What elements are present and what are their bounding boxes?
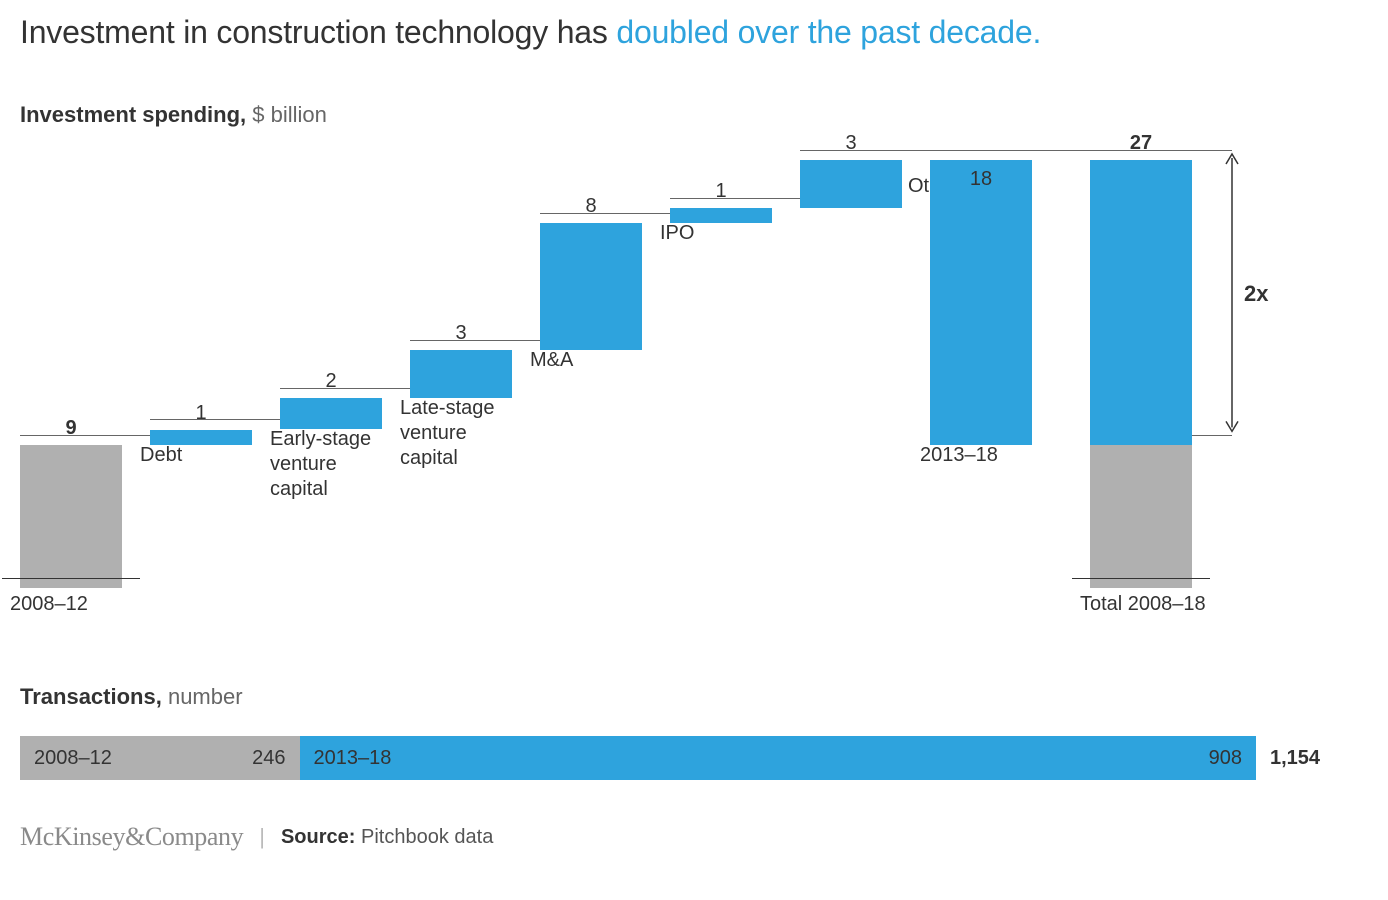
bar-value-late_vc: 3 bbox=[410, 322, 512, 345]
bar-value-ipo: 1 bbox=[670, 180, 772, 203]
bar-2008_12: 9 bbox=[20, 445, 122, 588]
transactions-subtitle-muted: number bbox=[162, 684, 243, 709]
bar-label-2013_18: 2013–18 bbox=[920, 443, 1042, 468]
bar-label-ipo: IPO bbox=[660, 221, 782, 246]
footer: McKinsey&Company | Source: Pitchbook dat… bbox=[20, 822, 493, 852]
bar-value-early_vc: 2 bbox=[280, 370, 382, 393]
spending-subtitle-muted: $ billion bbox=[246, 102, 327, 127]
bar-label-total: Total 2008–18 bbox=[1080, 592, 1222, 617]
transactions-total: 1,154 bbox=[1270, 747, 1320, 770]
bar-late_vc: 3 bbox=[410, 350, 512, 398]
bar-label-ma: M&A bbox=[530, 348, 652, 373]
bar-value-ma: 8 bbox=[540, 195, 642, 218]
bar-value-2008_12: 9 bbox=[20, 417, 122, 440]
headline-prefix: Investment in construction technology ha… bbox=[20, 14, 616, 50]
bar-other: 3 bbox=[800, 160, 902, 208]
source-value: Pitchbook data bbox=[361, 826, 493, 848]
bar-value-2013_18: 18 bbox=[930, 168, 1032, 191]
transactions-bar: 2008–12 246 2013–18 908 1,154 bbox=[20, 736, 1320, 780]
bar-label-debt: Debt bbox=[140, 443, 262, 468]
bar-label-2008_12: 2008–12 bbox=[10, 592, 152, 617]
page-root: Investment in construction technology ha… bbox=[0, 0, 1388, 900]
brand-logo: McKinsey&Company bbox=[20, 822, 243, 852]
spending-subtitle: Investment spending, $ billion bbox=[20, 102, 327, 128]
two-x-bottom-tick bbox=[1192, 435, 1232, 436]
bar-label-early_vc: Early-stage venture capital bbox=[270, 427, 392, 502]
bar-total: 27 bbox=[1090, 160, 1192, 588]
bar-label-late_vc: Late-stage venture capital bbox=[400, 396, 522, 471]
baseline-total bbox=[1072, 578, 1210, 579]
transactions-seg-1-value: 908 bbox=[1209, 747, 1242, 770]
bar-value-total: 27 bbox=[1090, 132, 1192, 155]
transactions-seg-1: 2013–18 908 bbox=[300, 736, 1256, 780]
bar-early_vc: 2 bbox=[280, 398, 382, 430]
transactions-seg-1-label: 2013–18 bbox=[314, 747, 392, 770]
waterfall-chart: 92008–121Debt2Early-stage venture capita… bbox=[20, 150, 1368, 588]
transactions-seg-0: 2008–12 246 bbox=[20, 736, 300, 780]
transactions-seg-0-label: 2008–12 bbox=[34, 747, 112, 770]
baseline-2008_12 bbox=[2, 578, 140, 579]
bar-ma: 8 bbox=[540, 223, 642, 350]
bar-total-seg-1 bbox=[1090, 160, 1192, 445]
bar-value-other: 3 bbox=[800, 132, 902, 155]
transactions-subtitle-bold: Transactions, bbox=[20, 684, 162, 709]
transactions-subtitle: Transactions, number bbox=[20, 684, 243, 710]
bar-total-seg-0 bbox=[1090, 445, 1192, 588]
bar-2013_18: 18 bbox=[930, 160, 1032, 445]
headline-highlight: doubled over the past decade. bbox=[616, 14, 1041, 50]
headline: Investment in construction technology ha… bbox=[20, 14, 1041, 51]
transactions-seg-0-value: 246 bbox=[252, 747, 285, 770]
two-x-label: 2x bbox=[1244, 281, 1268, 307]
bar-value-debt: 1 bbox=[150, 402, 252, 425]
footer-divider: | bbox=[259, 824, 265, 850]
spending-subtitle-bold: Investment spending, bbox=[20, 102, 246, 127]
source-label: Source: bbox=[281, 826, 355, 848]
